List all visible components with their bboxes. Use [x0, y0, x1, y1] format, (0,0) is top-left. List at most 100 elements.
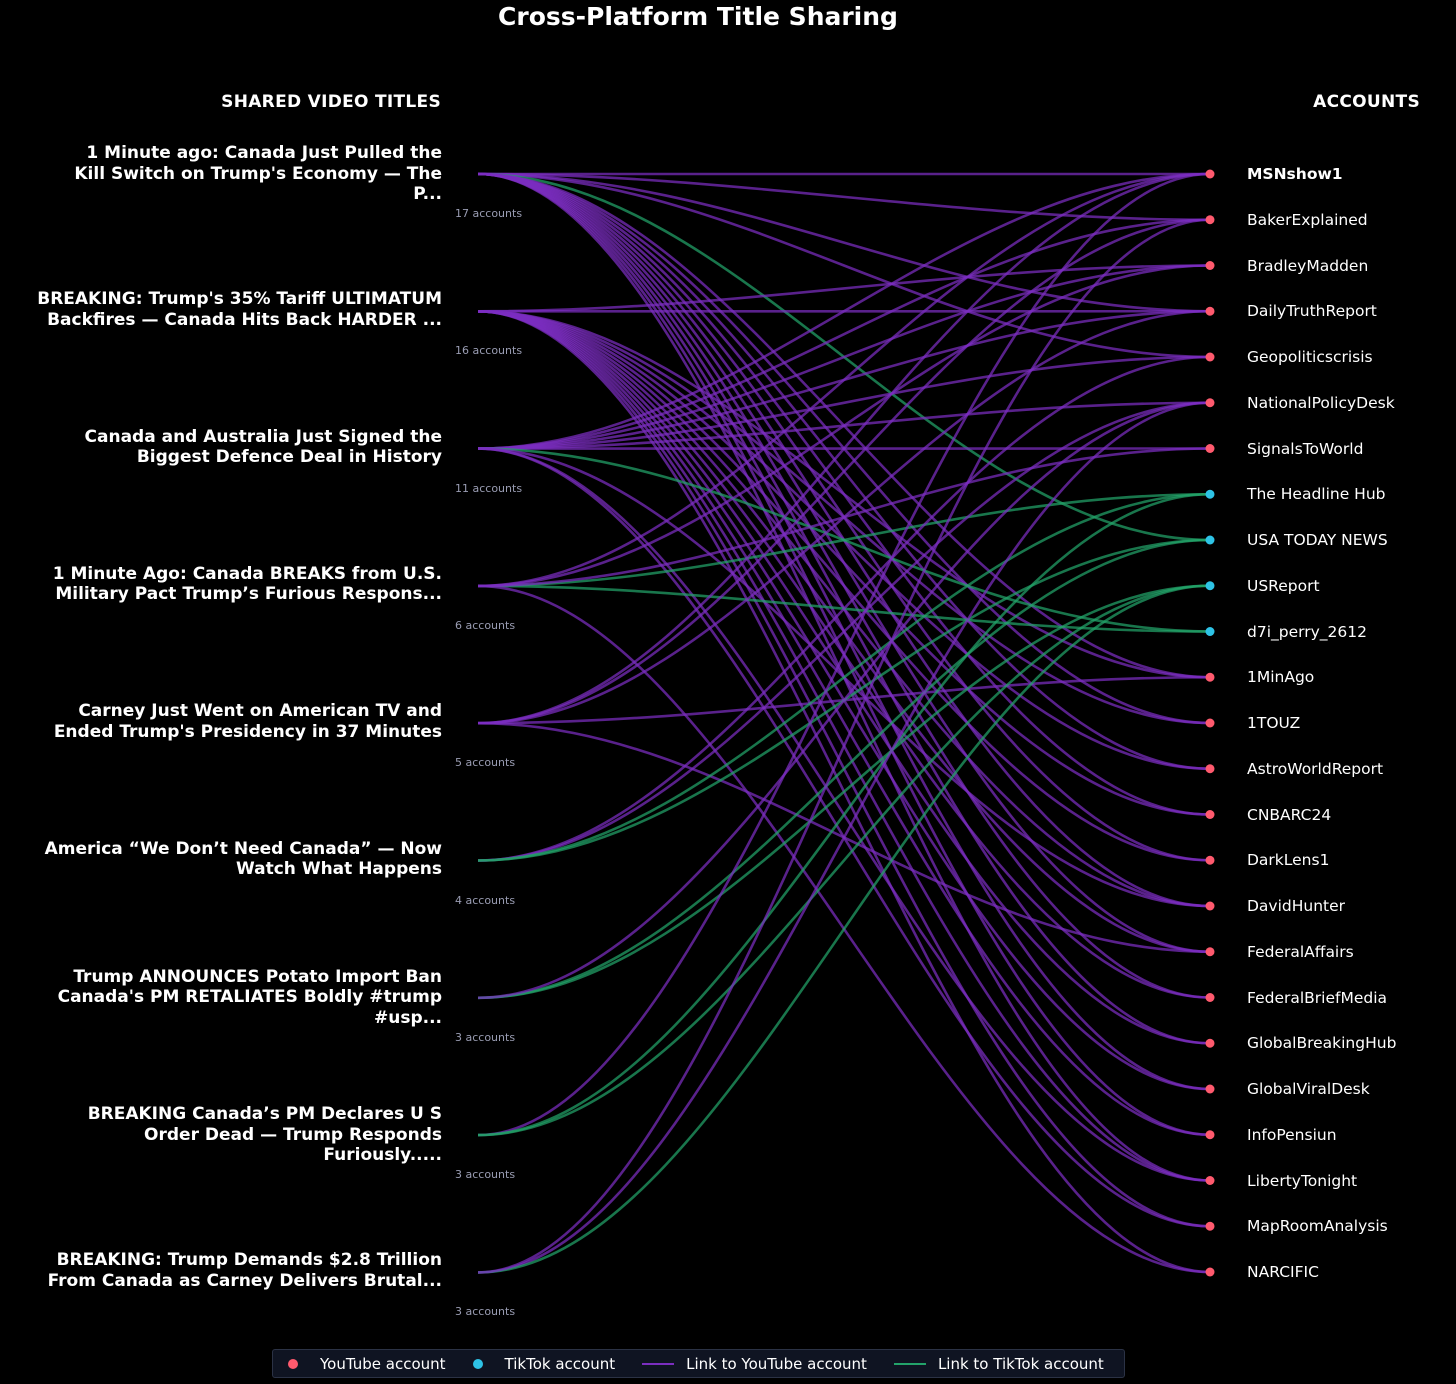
- title-label-line: Canada's PM RETALIATES Boldly #trump: [57, 987, 442, 1008]
- account-label: NARCIFIC: [1247, 1263, 1319, 1281]
- title-label-line: Carney Just Went on American TV and: [78, 701, 442, 722]
- title-label-line: Furiously.....: [323, 1145, 442, 1166]
- title-label-line: 1 Minute ago: Canada Just Pulled the: [86, 143, 442, 163]
- account-node: [1205, 764, 1215, 774]
- title-label-line: Watch What Happens: [235, 859, 442, 879]
- legend-label: Link to YouTube account: [686, 1354, 867, 1373]
- link-curve: [477, 172, 1211, 222]
- title-label-line: Order Dead — Trump Responds: [144, 1124, 442, 1145]
- account-node: [1205, 1130, 1215, 1140]
- account-node: [1205, 947, 1215, 957]
- account-node: [1205, 352, 1215, 362]
- account-node: [1205, 627, 1215, 636]
- link-curve: [477, 401, 1211, 1274]
- account-node: [1205, 444, 1215, 453]
- account-node: [1205, 398, 1215, 408]
- account-label: SignalsToWorld: [1247, 439, 1364, 458]
- title-label-line: Biggest Defence Deal in History: [136, 447, 442, 468]
- title-label: BREAKING Canada’s PM Declares U S Order D…: [2, 1104, 442, 1166]
- legend-item: YouTube account: [288, 1355, 446, 1373]
- account-node: [1205, 581, 1215, 591]
- link-curve: [477, 172, 1211, 725]
- link-curve: [477, 492, 1211, 588]
- title-label: 1 Minute ago: Canada Just Pulled the Kill…: [2, 143, 442, 205]
- account-label: The Headline Hub: [1247, 485, 1386, 504]
- account-label: 1MinAgo: [1247, 668, 1315, 687]
- link-curve: [477, 310, 1211, 816]
- link-curve: [477, 172, 1211, 588]
- account-label: LibertyTonight: [1247, 1171, 1358, 1190]
- title-account-count: 3 accounts: [455, 1168, 516, 1182]
- account-node: [1205, 810, 1215, 819]
- account-node: [1205, 1084, 1215, 1094]
- title-label-line: Kill Switch on Trump's Economy — The: [74, 163, 442, 184]
- account-node: [1205, 1267, 1215, 1277]
- link-curve: [477, 401, 1211, 1000]
- title-label-line: BREAKING Canada’s PM Declares U S: [87, 1104, 442, 1125]
- link-curve: [477, 584, 1211, 1000]
- titles-column-header: SHARED VIDEO TITLES: [221, 92, 441, 112]
- link-curve: [477, 355, 1211, 862]
- legend-label: YouTube account: [320, 1354, 446, 1373]
- account-node: [1205, 718, 1215, 728]
- link-curve: [477, 172, 1211, 359]
- account-node: [1205, 1038, 1215, 1048]
- title-account-count: 11 accounts: [455, 481, 523, 495]
- link-curve: [477, 172, 1211, 450]
- account-node: [1205, 215, 1215, 225]
- account-label: Geopoliticscrisis: [1247, 348, 1373, 366]
- legend-dot-marker: [472, 1358, 483, 1369]
- account-node: [1205, 489, 1215, 499]
- account-node: [1205, 535, 1215, 545]
- account-label: USA TODAY NEWS: [1247, 531, 1388, 549]
- link-curve: [477, 218, 1211, 725]
- link-curve: [477, 264, 1211, 588]
- account-label: GlobalViralDesk: [1247, 1080, 1370, 1098]
- link-curve: [477, 310, 1211, 1137]
- legend: YouTube account TikTok account Link to You…: [272, 1349, 1125, 1378]
- link-curve: [477, 264, 1211, 313]
- account-node: [1205, 261, 1215, 270]
- legend-item: Link to YouTube account: [642, 1355, 867, 1373]
- account-node: [1205, 993, 1215, 1002]
- title-label-line: 1 Minute Ago: Canada BREAKS from U.S.: [52, 563, 442, 584]
- account-node: [1205, 901, 1215, 911]
- link-curve: [477, 309, 1211, 725]
- link-curve: [477, 172, 1211, 1137]
- account-node: [1205, 672, 1215, 682]
- link-curve: [477, 172, 1211, 313]
- legend-item: TikTok account: [472, 1355, 615, 1373]
- link-curve: [477, 218, 1211, 1274]
- title-label-line: America “We Don’t Need Canada” — Now: [44, 838, 442, 859]
- legend-item: Link to TikTok account: [893, 1355, 1104, 1373]
- legend-dot-marker: [288, 1358, 298, 1369]
- title-label-line: #usp...: [373, 1007, 442, 1028]
- title-label: Carney Just Went on American TV and Ended…: [2, 701, 442, 742]
- link-curve: [477, 401, 1211, 862]
- title-label: BREAKING: Trump's 35% Tariff ULTIMATUM Ba…: [2, 289, 442, 330]
- legend-line-marker: [893, 1362, 926, 1365]
- title-label-line: Backfires — Canada Hits Back HARDER ...: [47, 309, 442, 330]
- title-label-line: Military Pact Trump’s Furious Respons...: [55, 584, 442, 605]
- title-label: BREAKING: Trump Demands $2.8 Trillion Fro…: [2, 1250, 442, 1291]
- link-curve: [477, 584, 1211, 1137]
- title-label-line: BREAKING: Trump's 35% Tariff ULTIMATUM: [37, 289, 442, 310]
- title-label: 1 Minute Ago: Canada BREAKS from U.S. Mil…: [2, 564, 442, 605]
- title-account-count: 16 accounts: [455, 344, 523, 358]
- account-node: [1205, 855, 1215, 865]
- account-label: GlobalBreakingHub: [1247, 1034, 1397, 1053]
- account-label: DavidHunter: [1247, 897, 1346, 915]
- title-account-count: 17 accounts: [455, 207, 523, 220]
- account-label: USReport: [1247, 576, 1320, 595]
- account-label: 1TOUZ: [1247, 714, 1301, 732]
- link-curve: [477, 538, 1211, 1000]
- title-label-line: BREAKING: Trump Demands $2.8 Trillion: [56, 1250, 442, 1271]
- account-label: MapRoomAnalysis: [1247, 1217, 1388, 1236]
- account-node: [1205, 169, 1215, 179]
- title-label-line: Trump ANNOUNCES Potato Import Ban: [73, 966, 442, 987]
- title-account-count: 6 accounts: [455, 618, 516, 632]
- account-label: FederalBriefMedia: [1247, 988, 1388, 1007]
- account-label: DailyTruthReport: [1247, 302, 1377, 321]
- link-curve: [477, 264, 1211, 450]
- legend-line-marker: [642, 1362, 675, 1365]
